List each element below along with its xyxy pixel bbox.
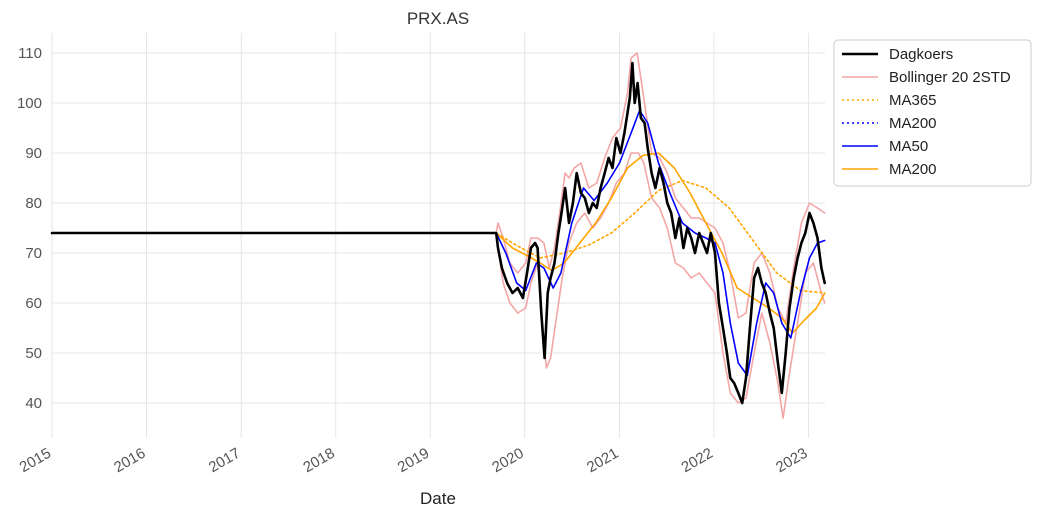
y-tick-label: 90: [25, 145, 42, 162]
y-tick-label: 110: [18, 45, 42, 62]
y-tick-label: 70: [25, 245, 42, 262]
series-line-dagkoers-0: [50, 61, 826, 405]
y-tick-label: 50: [25, 345, 42, 362]
legend-label: MA365: [889, 92, 937, 109]
legend-label: Dagkoers: [889, 46, 953, 63]
legend-frame: [833, 39, 1032, 187]
legend-label: MA200: [889, 161, 937, 178]
y-tick-label: 80: [25, 195, 42, 212]
series-line-ma200-5: [51, 152, 826, 334]
series-line-ma50-4: [51, 109, 826, 377]
chart-title: PRX.AS: [407, 9, 469, 28]
grid: [51, 33, 825, 438]
legend-label: MA200: [889, 115, 937, 132]
x-axis-label: Date: [420, 489, 456, 508]
legend-label: Bollinger 20 2STD: [889, 69, 1011, 86]
series-layer: [50, 52, 826, 419]
y-tick-label: 60: [25, 295, 42, 312]
legend: Dagkoers Bollinger 20 2STD MA365 MA200 MA50 M…: [833, 39, 1032, 187]
y-tick-label: 100: [17, 95, 42, 112]
legend-label: MA50: [889, 138, 928, 155]
series-line-ma365-2: [51, 179, 826, 294]
y-tick-label: 40: [25, 395, 42, 412]
